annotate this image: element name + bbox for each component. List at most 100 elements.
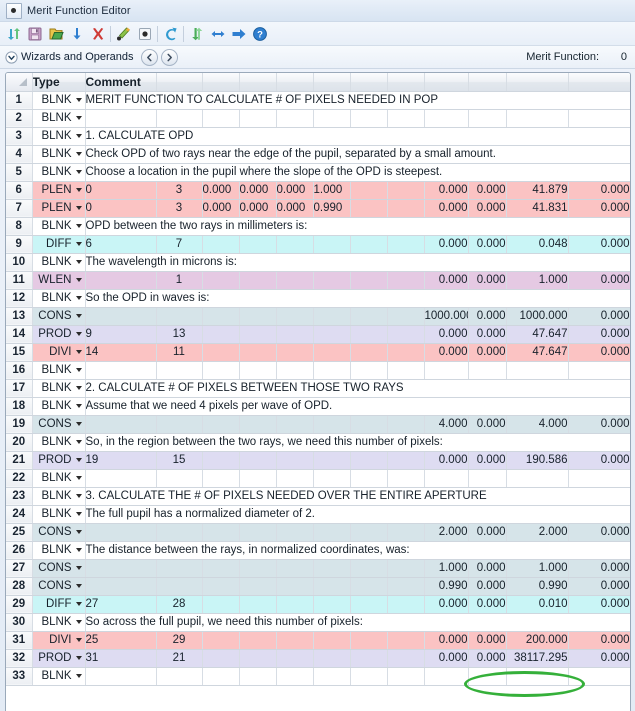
operand-type-cell[interactable]: BLNK	[32, 361, 86, 380]
operand-value-cell[interactable]	[387, 361, 425, 380]
column-header-7[interactable]	[313, 73, 351, 92]
operand-value-cell[interactable]	[239, 235, 277, 254]
operand-value-cell[interactable]	[202, 595, 240, 614]
table-row[interactable]: 27 CONS 1.000 0.000 1.000 0.000	[6, 559, 630, 578]
operand-value-cell[interactable]: 0.990	[506, 577, 569, 596]
chevron-down-icon[interactable]	[75, 530, 82, 534]
operand-value-cell[interactable]	[468, 469, 507, 488]
table-row[interactable]: 13 CONS 1000.000 0.000 1000.000 0.000	[6, 307, 630, 326]
operand-type-cell[interactable]: BLNK	[32, 253, 86, 272]
operand-value-cell[interactable]	[85, 559, 157, 578]
column-header-4[interactable]	[202, 73, 240, 92]
operand-value-cell[interactable]	[387, 235, 425, 254]
table-row[interactable]: 2 BLNK	[6, 109, 630, 128]
table-row[interactable]: 31 DIVI 25 29 0.000 0.000 200.000 0.000	[6, 631, 630, 650]
operand-value-cell[interactable]: 41.879	[506, 181, 569, 200]
operand-value-cell[interactable]	[350, 469, 388, 488]
operand-value-cell[interactable]: 0.000	[568, 325, 630, 344]
operand-type-cell[interactable]: DIFF	[32, 595, 86, 614]
table-row[interactable]: 10 BLNK The wavelength in microns is:	[6, 253, 630, 272]
save-icon[interactable]	[24, 24, 45, 44]
operand-value-cell[interactable]	[506, 109, 569, 128]
operand-value-cell[interactable]: 0.000	[568, 181, 630, 200]
operand-value-cell[interactable]: 1.000	[506, 559, 569, 578]
operand-value-cell[interactable]	[276, 271, 314, 290]
column-header-3[interactable]	[156, 73, 203, 92]
operand-value-cell[interactable]: 0.000	[468, 649, 507, 668]
operand-value-cell[interactable]: 1000.000	[506, 307, 569, 326]
operand-type-cell[interactable]: PLEN	[32, 199, 86, 218]
operand-value-cell[interactable]: 0.000	[424, 649, 469, 668]
comment-cell[interactable]: 3. CALCULATE THE # OF PIXELS NEEDED OVER…	[85, 487, 630, 506]
chevron-down-icon[interactable]	[75, 206, 82, 210]
operand-value-cell[interactable]: 0.000	[202, 181, 240, 200]
operand-type-cell[interactable]: BLNK	[32, 487, 86, 506]
operand-value-cell[interactable]	[468, 361, 507, 380]
operand-value-cell[interactable]: 0.000	[468, 631, 507, 650]
operand-value-cell[interactable]	[202, 577, 240, 596]
operand-type-cell[interactable]: BLNK	[32, 289, 86, 308]
operand-value-cell[interactable]	[156, 523, 203, 542]
operand-type-cell[interactable]: BLNK	[32, 217, 86, 236]
operand-value-cell[interactable]	[313, 271, 351, 290]
operand-value-cell[interactable]	[156, 577, 203, 596]
operand-value-cell[interactable]: 3	[156, 199, 203, 218]
operand-value-cell[interactable]	[350, 649, 388, 668]
operand-value-cell[interactable]	[313, 325, 351, 344]
row-number[interactable]: 14	[6, 325, 33, 344]
chevron-down-icon[interactable]	[75, 242, 82, 246]
operand-value-cell[interactable]	[350, 325, 388, 344]
operand-type-cell[interactable]: DIVI	[32, 343, 86, 362]
operand-type-cell[interactable]: PROD	[32, 325, 86, 344]
chevron-down-icon[interactable]	[75, 296, 82, 300]
operand-value-cell[interactable]: 0.000	[468, 271, 507, 290]
operand-value-cell[interactable]	[313, 631, 351, 650]
operand-value-cell[interactable]: 0.000	[568, 415, 630, 434]
operand-value-cell[interactable]: 0.000	[468, 595, 507, 614]
operand-value-cell[interactable]	[85, 307, 157, 326]
operand-value-cell[interactable]	[202, 343, 240, 362]
operand-value-cell[interactable]	[85, 469, 157, 488]
operand-value-cell[interactable]: 11	[156, 343, 203, 362]
chevron-down-icon[interactable]	[75, 260, 82, 264]
chevron-down-icon[interactable]	[75, 170, 82, 174]
operand-value-cell[interactable]	[239, 523, 277, 542]
operand-value-cell[interactable]: 0.000	[424, 595, 469, 614]
row-number[interactable]: 18	[6, 397, 33, 416]
operand-value-cell[interactable]: 0.000	[568, 235, 630, 254]
operand-value-cell[interactable]: 0.000	[424, 631, 469, 650]
operand-value-cell[interactable]: 47.647	[506, 325, 569, 344]
operand-type-cell[interactable]: DIVI	[32, 631, 86, 650]
table-row[interactable]: 18 BLNK Assume that we need 4 pixels per w…	[6, 397, 630, 416]
operand-value-cell[interactable]	[350, 199, 388, 218]
operand-value-cell[interactable]	[468, 109, 507, 128]
operand-value-cell[interactable]	[202, 469, 240, 488]
comment-cell[interactable]: 1. CALCULATE OPD	[85, 127, 630, 146]
operand-value-cell[interactable]: 25	[85, 631, 157, 650]
delete-icon[interactable]	[87, 24, 108, 44]
chevron-down-icon[interactable]	[75, 278, 82, 282]
operand-type-cell[interactable]: DIFF	[32, 235, 86, 254]
operand-value-cell[interactable]	[156, 667, 203, 686]
operand-value-cell[interactable]	[387, 649, 425, 668]
comment-cell[interactable]: The distance between the rays, in normal…	[85, 541, 630, 560]
operand-value-cell[interactable]	[276, 649, 314, 668]
table-row[interactable]: 5 BLNK Choose a location in the pupil wher…	[6, 163, 630, 182]
table-row[interactable]: 30 BLNK So across the full pupil, we need …	[6, 613, 630, 632]
operand-value-cell[interactable]	[276, 595, 314, 614]
row-number[interactable]: 1	[6, 91, 33, 110]
operand-value-cell[interactable]	[506, 469, 569, 488]
row-number[interactable]: 5	[6, 163, 33, 182]
chevron-down-icon[interactable]	[75, 638, 82, 642]
operand-value-cell[interactable]	[313, 667, 351, 686]
table-row[interactable]: 8 BLNK OPD between the two rays in millime…	[6, 217, 630, 236]
operand-value-cell[interactable]	[156, 109, 203, 128]
operand-value-cell[interactable]: 0.000	[468, 343, 507, 362]
operand-value-cell[interactable]: 0.000	[568, 523, 630, 542]
operand-value-cell[interactable]	[387, 109, 425, 128]
operand-value-cell[interactable]	[350, 595, 388, 614]
operand-value-cell[interactable]	[276, 235, 314, 254]
operand-type-cell[interactable]: BLNK	[32, 91, 86, 110]
operand-value-cell[interactable]: 0.000	[424, 451, 469, 470]
row-number[interactable]: 31	[6, 631, 33, 650]
